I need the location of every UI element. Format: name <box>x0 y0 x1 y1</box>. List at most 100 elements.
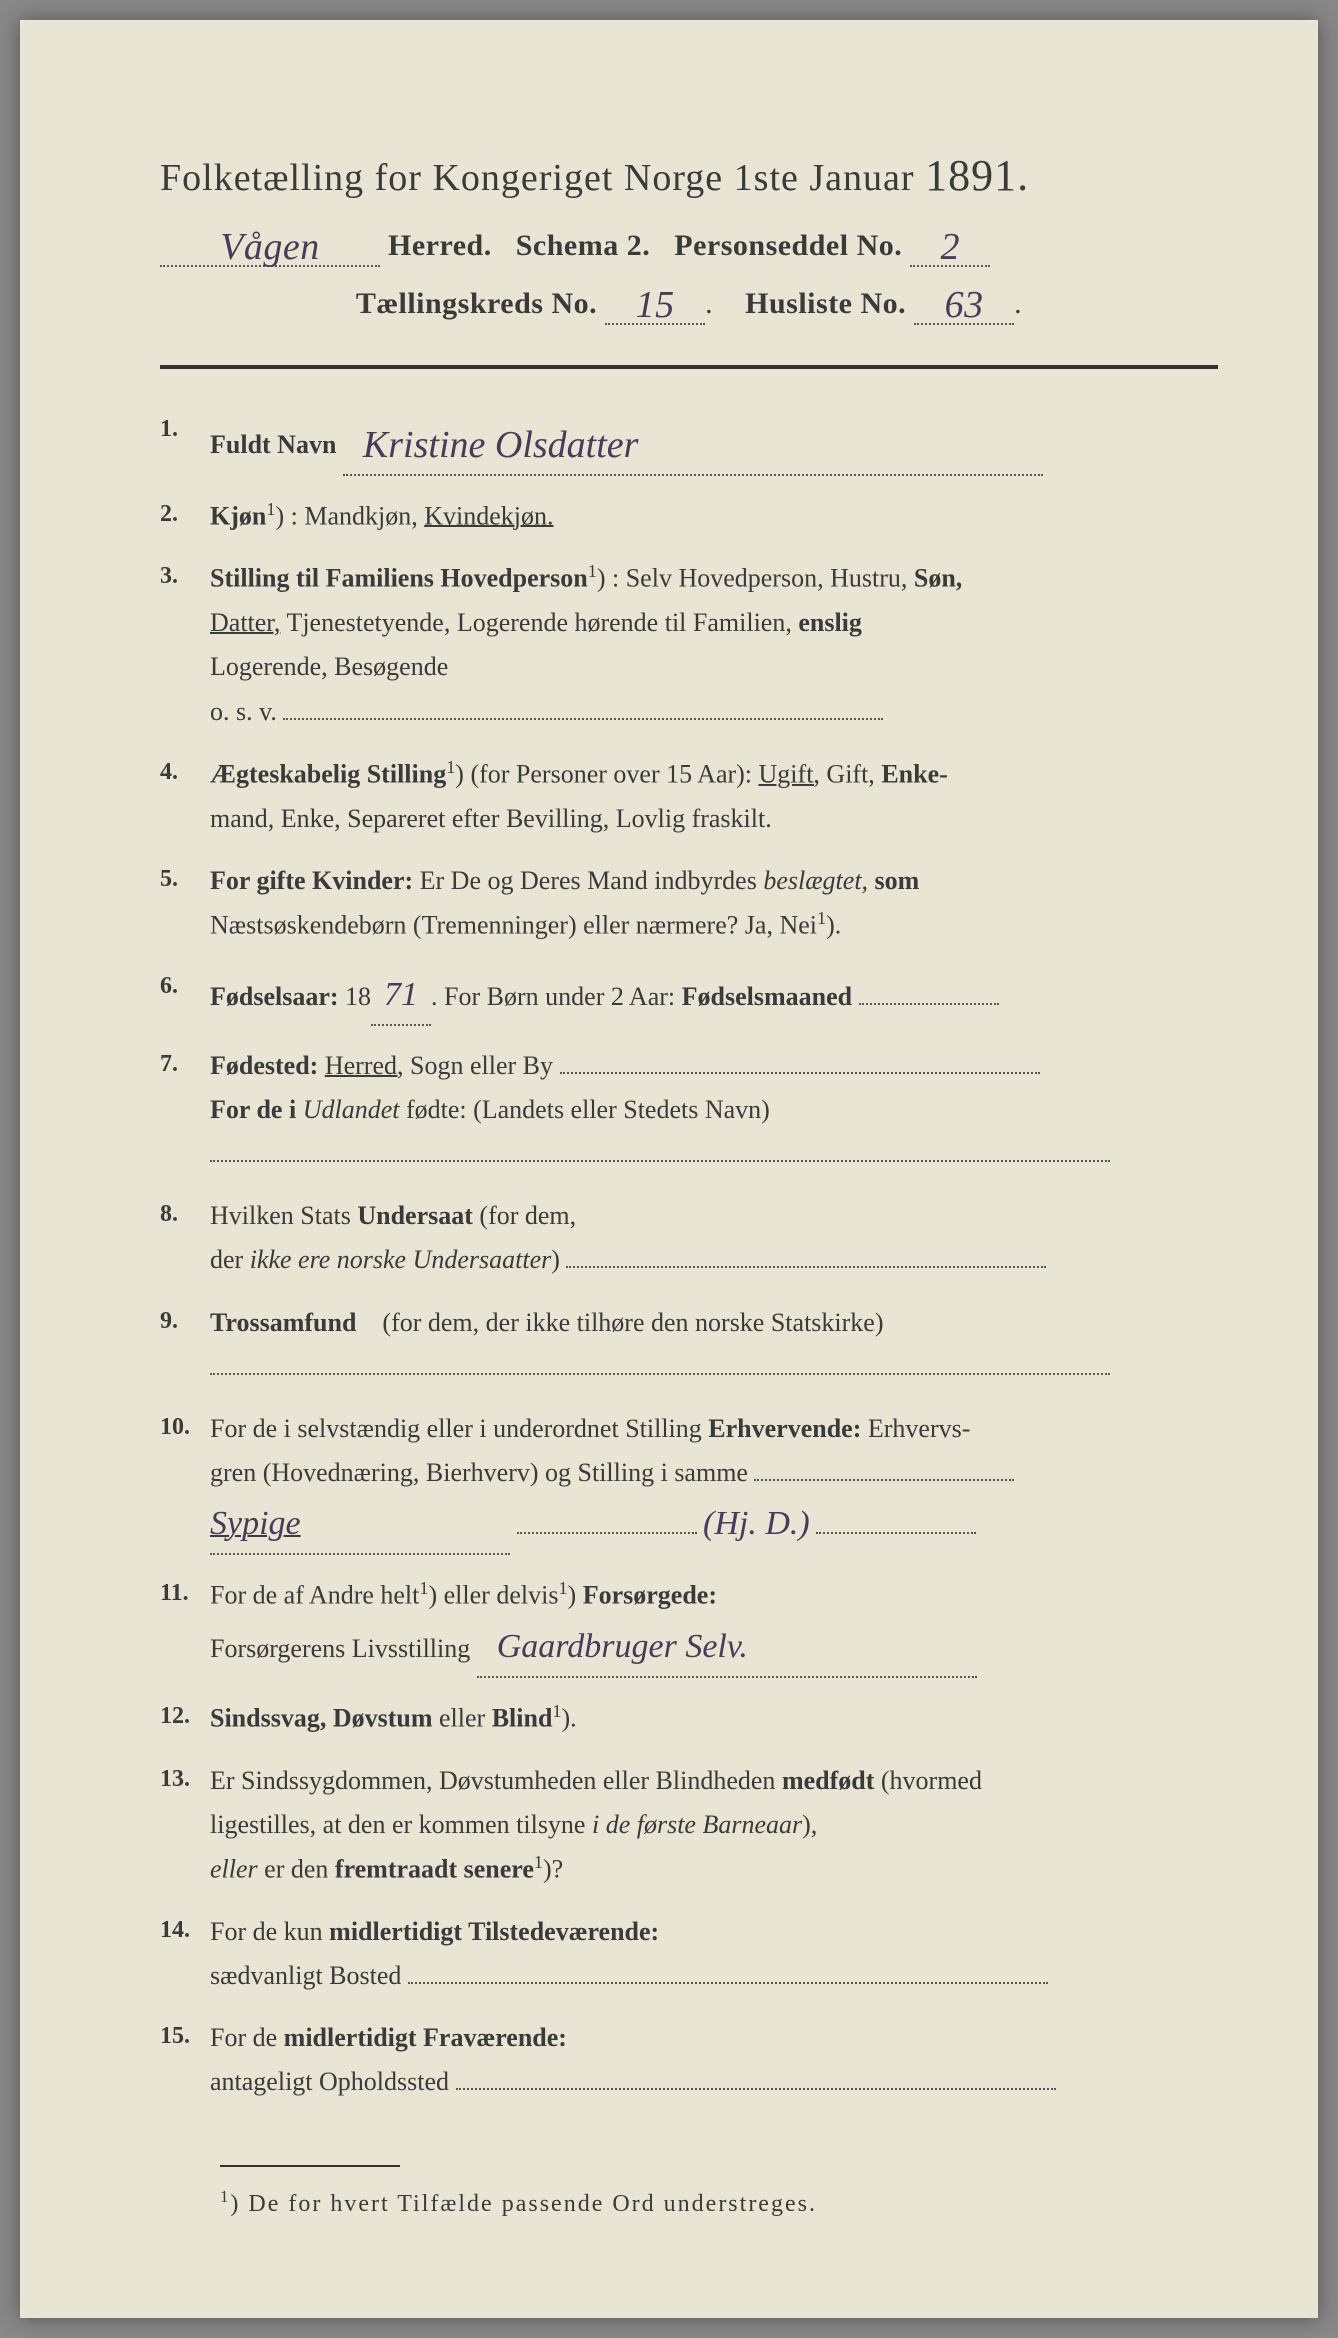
row-12-content: Sindssvag, Døvstum eller Blind1). <box>210 1696 1218 1741</box>
row-9-num: 9. <box>160 1301 210 1342</box>
row-14-dots <box>408 1982 1048 1984</box>
row-12-bold-b: Blind <box>492 1703 553 1732</box>
row-1-content: Fuldt Navn Kristine Olsdatter <box>210 409 1218 476</box>
row-13-italic-b: eller <box>210 1855 258 1884</box>
row-9: 9. Trossamfund (for dem, der ikke tilhør… <box>160 1301 1218 1389</box>
row-13-italic-a: i de første Barneaar <box>592 1810 802 1839</box>
row-13-text-e: er den <box>264 1855 328 1884</box>
row-3-text-b: Tjenestetyende, Logerende hørende til Fa… <box>286 608 791 637</box>
row-8-text-c: der <box>210 1245 243 1274</box>
row-4-num: 4. <box>160 752 210 793</box>
row-5-italic-a: beslægtet, <box>763 866 868 895</box>
row-13-text-a: Er Sindssygdommen, Døvstumheden eller Bl… <box>210 1766 775 1795</box>
row-8-content: Hvilken Stats Undersaat (for dem, der ik… <box>210 1194 1218 1282</box>
footnote-sup: 1 <box>220 2187 230 2206</box>
row-5-text-a: Er De og Deres Mand indbyrdes <box>420 866 757 895</box>
row-13-num: 13. <box>160 1759 210 1800</box>
row-4: 4. Ægteskabelig Stilling1) (for Personer… <box>160 752 1218 841</box>
row-10-field-a: Sypige <box>210 1495 510 1555</box>
row-13-text-b: (hvormed <box>881 1766 982 1795</box>
row-9-dots <box>210 1373 1110 1375</box>
row-11-sup-b: 1 <box>558 1578 567 1598</box>
row-10-dots-c <box>816 1532 976 1534</box>
row-6-label-b: Fødselsmaaned <box>682 982 852 1011</box>
row-10-num: 10. <box>160 1407 210 1448</box>
row-11-text-a: For de af Andre helt <box>210 1581 419 1610</box>
row-7-dots-a <box>560 1072 1040 1074</box>
row-4-text-c: mand, Enke, Separeret efter Bevilling, L… <box>210 804 772 833</box>
header-line-2: Vågen Herred. Schema 2. Personseddel No.… <box>160 221 1218 267</box>
row-11-text-d: Forsørgerens Livsstilling <box>210 1634 470 1663</box>
row-4-sup: 1 <box>446 757 455 777</box>
row-5-bold-a: som <box>875 866 920 895</box>
row-8-text-b: (for dem, <box>479 1201 576 1230</box>
row-7-num: 7. <box>160 1044 210 1085</box>
row-11-value: Gaardbruger Selv. <box>497 1628 748 1665</box>
row-8: 8. Hvilken Stats Undersaat (for dem, der… <box>160 1194 1218 1282</box>
row-2: 2. Kjøn1) : Mandkjøn, Kvindekjøn. <box>160 494 1218 539</box>
row-4-text-a: ) (for Personer over 15 Aar): <box>455 760 752 789</box>
row-8-text-a: Hvilken Stats <box>210 1201 351 1230</box>
footnote-text: ) De for hvert Tilfælde passende Ord und… <box>230 2191 817 2217</box>
row-5-label: For gifte Kvinder: <box>210 866 413 895</box>
row-15: 15. For de midlertidigt Fraværende: anta… <box>160 2016 1218 2104</box>
schema-label: Schema 2. <box>516 229 651 262</box>
row-13-text-c: ligestilles, at den er kommen tilsyne <box>210 1810 585 1839</box>
row-7-text-a: Sogn eller By <box>410 1051 553 1080</box>
taellingskreds-value: 15 <box>636 284 675 326</box>
row-8-dots <box>566 1266 1046 1268</box>
husliste-field: 63 <box>914 279 1014 325</box>
row-5-content: For gifte Kvinder: Er De og Deres Mand i… <box>210 859 1218 948</box>
husliste-label: Husliste No. <box>745 287 906 320</box>
row-3: 3. Stilling til Familiens Hovedperson1) … <box>160 556 1218 733</box>
row-10-text-b: Erhvervs- <box>868 1414 971 1443</box>
row-14: 14. For de kun midlertidigt Tilstedevære… <box>160 1910 1218 1998</box>
row-1: 1. Fuldt Navn Kristine Olsdatter <box>160 409 1218 476</box>
row-12-num: 12. <box>160 1696 210 1737</box>
row-3-text-d: o. s. v. <box>210 697 277 726</box>
row-6-dots <box>859 1003 999 1005</box>
row-12-bold-a: Sindssvag, Døvstum <box>210 1703 433 1732</box>
taellingskreds-label: Tællingskreds No. <box>356 287 597 320</box>
row-3-label: Stilling til Familiens Hovedperson <box>210 564 588 593</box>
row-6-num: 6. <box>160 966 210 1007</box>
row-9-label: Trossamfund <box>210 1308 356 1337</box>
row-6-prefix: 18 <box>345 982 371 1011</box>
row-9-text-a: (for dem, der ikke tilhøre den norske St… <box>382 1308 883 1337</box>
row-12: 12. Sindssvag, Døvstum eller Blind1). <box>160 1696 1218 1741</box>
row-10-text-a: For de i selvstændig eller i underordnet… <box>210 1414 702 1443</box>
row-8-bold-a: Undersaat <box>357 1201 473 1230</box>
row-7-text-c: fødte: (Landets eller Stedets Navn) <box>406 1095 770 1124</box>
herred-value: Vågen <box>220 226 320 268</box>
row-14-text-a: For de kun <box>210 1917 323 1946</box>
row-12-text-a: eller <box>439 1703 485 1732</box>
row-7-content: Fødested: Herred, Sogn eller By For de i… <box>210 1044 1218 1177</box>
row-15-text-b: antageligt Opholdssted <box>210 2067 449 2096</box>
row-10-dots-a <box>754 1479 1014 1481</box>
personseddel-field: 2 <box>910 221 990 267</box>
row-13-bold-a: medfødt <box>782 1766 874 1795</box>
row-4-label: Ægteskabelig Stilling <box>210 760 446 789</box>
row-5-num: 5. <box>160 859 210 900</box>
row-13-text-d: ), <box>802 1810 817 1839</box>
row-3-bold-a: Søn, <box>914 564 962 593</box>
row-13: 13. Er Sindssygdommen, Døvstumheden elle… <box>160 1759 1218 1892</box>
row-13-content: Er Sindssygdommen, Døvstumheden eller Bl… <box>210 1759 1218 1892</box>
herred-field: Vågen <box>160 221 380 267</box>
row-10-value-a: Sypige <box>210 1505 301 1542</box>
row-1-value: Kristine Olsdatter <box>363 424 639 466</box>
row-3-sup: 1 <box>588 561 597 581</box>
row-4-text-b: Gift, <box>826 760 874 789</box>
row-1-num: 1. <box>160 409 210 450</box>
divider-top <box>160 365 1218 369</box>
row-8-italic-a: ikke ere norske Undersaatter <box>250 1245 552 1274</box>
row-3-content: Stilling til Familiens Hovedperson1) : S… <box>210 556 1218 733</box>
row-14-text-b: sædvanligt Bosted <box>210 1961 401 1990</box>
row-10-dots-b <box>517 1532 697 1534</box>
header-line-3: Tællingskreds No. 15 . Husliste No. 63 . <box>160 279 1218 325</box>
row-2-label-a: Kjøn <box>210 501 266 530</box>
row-5-text-b: Næstsøskendebørn (Tremenninger) eller næ… <box>210 911 817 940</box>
row-15-content: For de midlertidigt Fraværende: antageli… <box>210 2016 1218 2104</box>
row-7-dots-b <box>210 1160 1110 1162</box>
row-3-text-a: ) : Selv Hovedperson, Hustru, <box>597 564 908 593</box>
